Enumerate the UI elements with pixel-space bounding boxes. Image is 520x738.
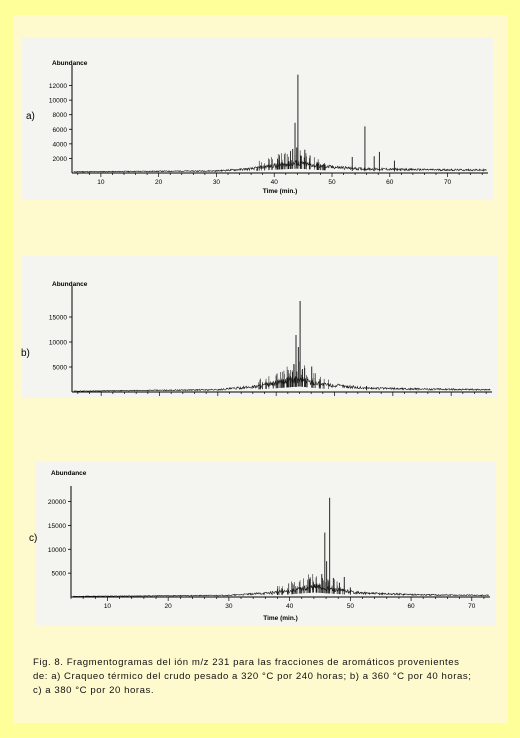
y-tick-label: 5000 xyxy=(52,571,67,578)
y-tick-label: 10000 xyxy=(49,98,67,105)
x-tick-label: 70 xyxy=(444,179,452,186)
y-tick-label: 15000 xyxy=(49,315,67,322)
y-tick-label: 5000 xyxy=(53,365,68,372)
chart-c-svg: 5000 10000 15000 20000 10 20 30 40 50 60 70 Abundan… xyxy=(48,470,490,622)
x-axis-title: Time (min.) xyxy=(263,615,298,622)
y-axis-title: Abundance xyxy=(52,281,88,288)
x-tick-label: 70 xyxy=(468,603,476,610)
chart-b-svg: 5000100001500010203040506070Abundance xyxy=(49,281,492,396)
x-tick-label: 30 xyxy=(225,603,233,610)
panel-label-b: b) xyxy=(21,348,30,359)
chart-panel-a: 2000 4000 6000 8000 10000 12000 10 20 30 40 50 60 70… xyxy=(22,37,493,200)
x-tick-label: 40 xyxy=(286,603,294,610)
x-tick-label: 60 xyxy=(386,179,394,186)
y-axis-title: Abundance xyxy=(51,470,87,477)
x-tick-label: 50 xyxy=(347,603,355,610)
chromatogram-trace xyxy=(72,584,489,597)
panel-label-a: a) xyxy=(26,111,35,122)
chart-a-svg: 2000 4000 6000 8000 10000 12000 10 20 30 40 50 60 70… xyxy=(49,60,488,195)
caption-line-1: Fig. 8. Fragmentogramas del ión m/z 231 … xyxy=(33,657,460,668)
panel-label-c: c) xyxy=(29,533,38,544)
caption-line-3: c) a 380 °C por 20 horas. xyxy=(33,685,155,696)
y-tick-label: 10000 xyxy=(49,340,67,347)
x-axis-title: Time (min.) xyxy=(263,188,298,195)
figure-caption: Fig. 8. Fragmentogramas del ión m/z 231 … xyxy=(33,656,493,698)
chart-panel-b: 5000100001500010203040506070Abundance xyxy=(22,256,497,398)
y-tick-label: 4000 xyxy=(53,141,68,148)
y-axis-title: Abundance xyxy=(52,60,88,67)
chart-panel-c: 5000 10000 15000 20000 10 20 30 40 50 60 70 Abundan… xyxy=(35,462,496,625)
x-tick-label: 20 xyxy=(165,603,173,610)
y-tick-label: 2000 xyxy=(53,156,68,163)
caption-line-2: de: a) Craqueo térmico del crudo pesado … xyxy=(33,671,472,682)
y-tick-label: 15000 xyxy=(48,523,66,530)
x-tick-label: 40 xyxy=(271,179,279,186)
y-tick-label: 8000 xyxy=(53,112,68,119)
y-tick-label: 12000 xyxy=(49,83,67,90)
x-tick-label: 50 xyxy=(328,179,336,186)
y-tick-label: 20000 xyxy=(48,499,66,506)
x-tick-label: 10 xyxy=(97,179,105,186)
x-tick-label: 10 xyxy=(104,603,112,610)
y-tick-label: 10000 xyxy=(48,547,66,554)
y-tick-label: 6000 xyxy=(53,127,68,134)
x-tick-label: 30 xyxy=(213,179,221,186)
x-tick-label: 20 xyxy=(155,179,163,186)
x-tick-label: 60 xyxy=(407,603,415,610)
